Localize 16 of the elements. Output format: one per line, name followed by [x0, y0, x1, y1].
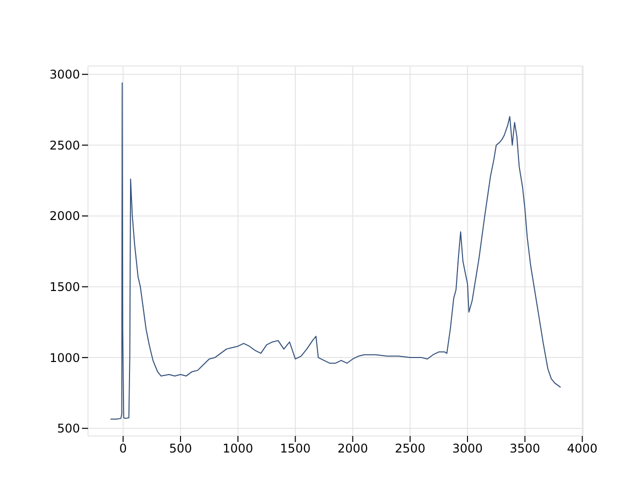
y-tick-label: 3000	[49, 68, 80, 82]
x-tick-label: 1500	[280, 442, 311, 456]
x-tick-label: 2000	[337, 442, 368, 456]
x-tick-label: 2500	[394, 442, 426, 456]
y-tick-label: 2000	[49, 209, 80, 224]
y-tick-label: 1500	[49, 280, 80, 294]
x-tick-label: 500	[169, 442, 192, 456]
x-tick-label: 3000	[452, 442, 483, 456]
x-tick-label: 4000	[567, 442, 598, 456]
y-tick-label: 500	[57, 422, 80, 436]
y-tick-label: 1000	[49, 350, 80, 365]
x-tick-label: 1000	[222, 442, 254, 456]
y-tick-label: 2500	[49, 138, 80, 152]
x-tick-label: 0	[119, 442, 127, 456]
line-series	[110, 82, 562, 420]
x-tick-label: 3500	[510, 442, 540, 456]
